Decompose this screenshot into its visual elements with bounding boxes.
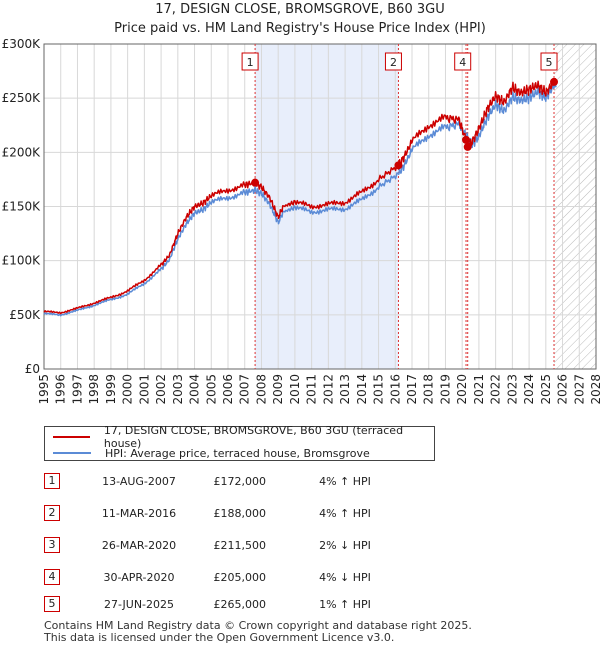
x-tick-label: 2000 [121,374,135,405]
table-row: 1 13-AUG-2007 £172,000 4% ↑ HPI [0,470,600,492]
sale-number-badge: 1 [44,473,60,489]
sale-number-badge: 2 [44,505,60,521]
y-tick-label: £300K [2,37,42,51]
x-tick-label: 2025 [539,374,553,405]
x-tick-label: 2008 [254,374,268,405]
x-tick-label: 1996 [54,374,68,405]
sale-hpi-change: 1% ↑ HPI [319,598,371,611]
legend-label-hpi: HPI: Average price, terraced house, Brom… [105,446,370,460]
x-tick-label: 2020 [455,374,469,405]
sale-price: £188,000 [213,507,267,520]
sale-number-badge: 5 [44,596,60,612]
sale-hpi-change: 4% ↑ HPI [319,507,371,520]
table-row: 5 27-JUN-2025 £265,000 1% ↑ HPI [0,593,600,615]
price-chart: 17, DESIGN CLOSE, BROMSGROVE, B60 3GU Pr… [2,2,600,405]
sale-point [550,77,559,86]
legend-label-property: 17, DESIGN CLOSE, BROMSGROVE, B60 3GU (t… [103,424,404,450]
x-tick-label: 2021 [472,374,486,405]
x-tick-label: 2018 [422,374,436,405]
x-tick-label: 2012 [321,374,335,405]
sale-price: £205,000 [213,571,267,584]
series-line-hpi [43,80,557,317]
x-tick-label: 2004 [188,374,202,405]
sale-number-badge: 4 [44,569,60,585]
sale-point [394,161,403,170]
table-row: 3 26-MAR-2020 £211,500 2% ↓ HPI [0,534,600,556]
x-tick-label: 1999 [104,374,118,405]
legend-item-hpi: HPI: Average price, terraced house, Brom… [53,445,370,461]
sale-date: 27-JUN-2025 [103,598,175,611]
x-tick-label: 2009 [271,374,285,405]
x-tick-label: 2017 [405,374,419,405]
sale-number-marker-label: 5 [546,56,553,69]
legend: 17, DESIGN CLOSE, BROMSGROVE, B60 3GU (t… [44,424,435,461]
x-tick-label: 2023 [505,374,519,405]
y-tick-label: £200K [2,145,42,159]
x-tick-label: 2006 [221,374,235,405]
sale-number-marker-label: 4 [459,56,466,69]
sale-price: £172,000 [213,475,267,488]
sale-date: 11-MAR-2016 [101,507,177,520]
footer-line-1: Contains HM Land Registry data © Crown c… [44,619,472,632]
x-tick-label: 2011 [305,374,319,405]
x-tick-label: 2001 [137,374,151,405]
x-tick-label: 2016 [388,374,402,405]
sale-number-marker [241,52,259,71]
plot-frame [43,43,597,370]
sale-point [251,178,260,187]
y-tick-label: £150K [2,200,42,214]
footer-line-2: This data is licensed under the Open Gov… [44,631,395,644]
sale-hpi-change: 4% ↓ HPI [319,571,371,584]
sale-hpi-change: 2% ↓ HPI [319,539,371,552]
x-tick-label: 1998 [87,374,101,405]
x-tick-label: 2026 [556,374,570,405]
x-tick-label: 2027 [572,374,586,405]
x-tick-label: 2024 [522,374,536,405]
x-tick-label: 2022 [489,374,503,405]
sale-date: 13-AUG-2007 [102,475,176,488]
sale-point [463,142,472,151]
chart-title: 17, DESIGN CLOSE, BROMSGROVE, B60 3GU [155,2,444,17]
sale-number-marker [384,52,402,71]
x-tick-label: 2003 [171,374,185,405]
legend-item-property: 17, DESIGN CLOSE, BROMSGROVE, B60 3GU (t… [53,424,434,450]
y-tick-label: £0 [25,362,40,376]
x-tick-label: 2013 [338,374,352,405]
sale-date: 26-MAR-2020 [101,539,177,552]
footer-attribution: Contains HM Land Registry data © Crown c… [44,620,472,644]
y-tick-label: £50K [9,308,41,322]
x-tick-label: 2002 [154,374,168,405]
chart-subtitle: Price paid vs. HM Land Registry's House … [114,21,486,36]
sale-number-marker-label: 2 [390,56,397,69]
sale-price: £265,000 [213,598,267,611]
sale-number-marker [540,52,558,71]
sale-hpi-change: 4% ↑ HPI [319,475,371,488]
legend-swatch-red [53,436,90,438]
table-row: 4 30-APR-2020 £205,000 4% ↓ HPI [0,566,600,588]
legend-swatch-blue [53,452,91,454]
table-row: 2 11-MAR-2016 £188,000 4% ↑ HPI [0,502,600,524]
y-tick-label: £250K [2,91,42,105]
sale-number-badge: 3 [44,537,60,553]
x-tick-label: 2014 [355,374,369,405]
x-tick-label: 2005 [204,374,218,405]
x-tick-label: 2015 [372,374,386,405]
sale-number-marker-label: 1 [247,56,254,69]
sale-price: £211,500 [213,539,267,552]
y-tick-label: £100K [2,254,42,268]
x-tick-label: 2019 [438,374,452,405]
sale-number-marker [454,52,472,71]
sale-date: 30-APR-2020 [103,571,175,584]
x-tick-label: 1997 [70,374,84,405]
x-tick-label: 2007 [238,374,252,405]
x-tick-label: 2010 [288,374,302,405]
sale-point [462,135,471,144]
x-tick-label: 1995 [37,374,51,405]
x-tick-label: 2028 [589,374,600,405]
series-line-property [43,78,557,315]
